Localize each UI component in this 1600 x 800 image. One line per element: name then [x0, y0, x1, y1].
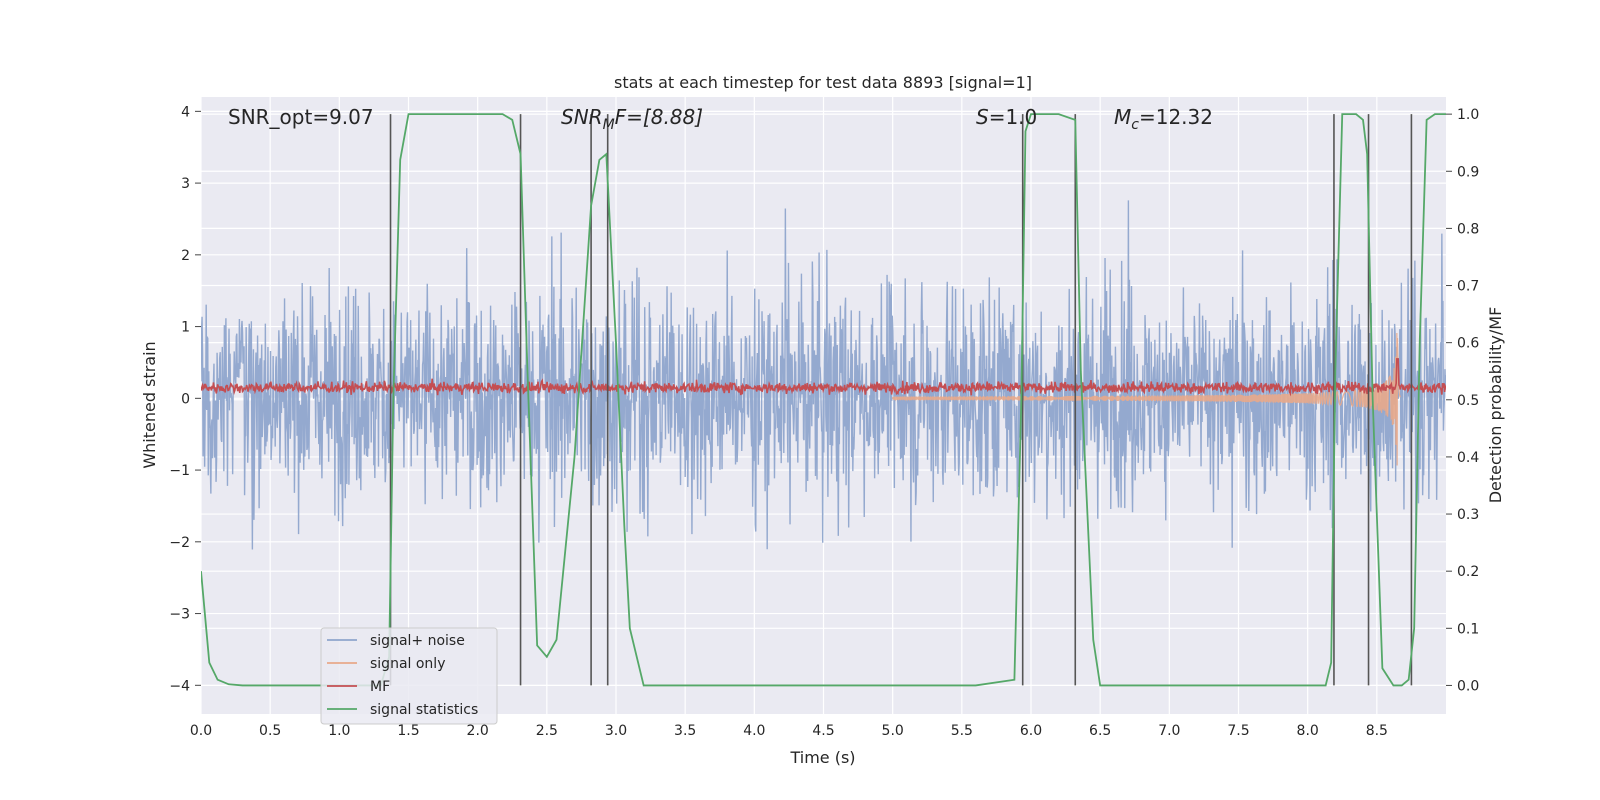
annotation-s-value: =1.0 — [989, 105, 1038, 129]
y-tick-label-left: −1 — [169, 463, 190, 479]
series-signal-statistics — [201, 113, 1446, 687]
y-tick-label-right: 0.6 — [1457, 336, 1479, 352]
x-tick-label: 7.0 — [1158, 723, 1180, 739]
x-tick-label: 8.0 — [1297, 723, 1319, 739]
series-mf — [201, 358, 1446, 397]
y-tick-label-left: −2 — [169, 535, 190, 551]
legend-label-signal-statistics: signal statistics — [370, 702, 478, 718]
y-tick-label-left: −3 — [169, 607, 190, 623]
legend-label-signal-only: signal only — [370, 656, 445, 672]
annotation-s: S=1.0 — [976, 105, 1037, 129]
y-tick-label-right: 1.0 — [1457, 107, 1479, 123]
legend-label-mf: MF — [370, 679, 390, 695]
y-tick-label-right: 0.0 — [1457, 678, 1479, 694]
series-signal-only — [892, 332, 1401, 466]
annotation-snr-mf: SNRMF=[8.88] — [561, 105, 703, 133]
annotation-mc-label: M — [1114, 105, 1131, 129]
x-tick-label: 5.0 — [882, 723, 904, 739]
y-tick-label-right: 0.4 — [1457, 450, 1479, 466]
y-tick-label-left: 1 — [181, 320, 190, 336]
x-tick-label: 2.5 — [536, 723, 558, 739]
y-tick-labels-left: 4 3 2 1 0 −1 −2 −3 −4 — [169, 104, 201, 694]
statistics-layer — [201, 113, 1446, 687]
y-tick-label-left: 2 — [181, 248, 190, 264]
chart-title: stats at each timestep for test data 889… — [614, 73, 1032, 92]
x-tick-label: 8.5 — [1366, 723, 1388, 739]
x-tick-label: 6.0 — [1020, 723, 1042, 739]
y-tick-label-right: 0.5 — [1457, 393, 1479, 409]
annotation-s-label: S — [976, 105, 989, 129]
y-tick-label-left: 3 — [181, 176, 190, 192]
annotation-snr-mf-sub: M — [603, 117, 615, 133]
annotation-snr-opt: SNR_opt=9.07 — [228, 105, 374, 129]
y-axis-label-right: Detection probability/MF — [1486, 307, 1505, 504]
data-layer — [201, 200, 1446, 550]
x-tick-label: 4.0 — [743, 723, 765, 739]
y-tick-label-right: 0.8 — [1457, 221, 1479, 237]
annotation-mc-sub: c — [1131, 117, 1139, 133]
x-tick-label: 7.5 — [1227, 723, 1249, 739]
y-tick-label-left: −4 — [169, 678, 190, 694]
y-tick-label-right: 0.1 — [1457, 621, 1479, 637]
y-tick-label-right: 0.9 — [1457, 164, 1479, 180]
x-tick-label: 0.0 — [190, 723, 212, 739]
y-tick-label-right: 0.7 — [1457, 279, 1479, 295]
x-tick-label: 3.5 — [674, 723, 696, 739]
y-tick-label-left: 4 — [181, 104, 190, 120]
y-tick-label-right: 0.3 — [1457, 507, 1479, 523]
series-signal-noise — [201, 200, 1446, 550]
x-axis-label: Time (s) — [789, 748, 855, 767]
x-tick-label: 4.5 — [812, 723, 834, 739]
x-tick-labels: 0.0 0.5 1.0 1.5 2.0 2.5 3.0 3.5 4.0 4.5 5.0 5.5 6.0 6… — [190, 723, 1388, 739]
x-tick-label: 1.5 — [397, 723, 419, 739]
annotation-mc-value: =12.32 — [1139, 105, 1213, 129]
annotation-snr-mf-main: SNR — [561, 105, 603, 129]
y-axis-label-left: Whitened strain — [140, 341, 159, 468]
annotation-snr-mf-rest: F=[8.88] — [615, 105, 703, 129]
legend-label-signal-noise: signal+ noise — [370, 633, 465, 649]
legend-box — [320, 627, 498, 725]
x-tick-label: 0.5 — [259, 723, 281, 739]
y-tick-label-left: 0 — [181, 391, 190, 407]
y-tick-label-right: 0.2 — [1457, 564, 1479, 580]
annotation-mc: Mc=12.32 — [1114, 105, 1213, 133]
x-tick-label: 1.0 — [328, 723, 350, 739]
x-tick-label: 2.0 — [467, 723, 489, 739]
y-tick-labels-right: 1.0 0.9 0.8 0.7 0.6 0.5 0.4 0.3 0.2 0.1 0.0 — [1446, 107, 1479, 694]
x-tick-label: 6.5 — [1089, 723, 1111, 739]
x-tick-label: 5.5 — [951, 723, 973, 739]
legend: signal+ noise signal only MF signal stat… — [320, 627, 498, 725]
x-tick-label: 3.0 — [605, 723, 627, 739]
